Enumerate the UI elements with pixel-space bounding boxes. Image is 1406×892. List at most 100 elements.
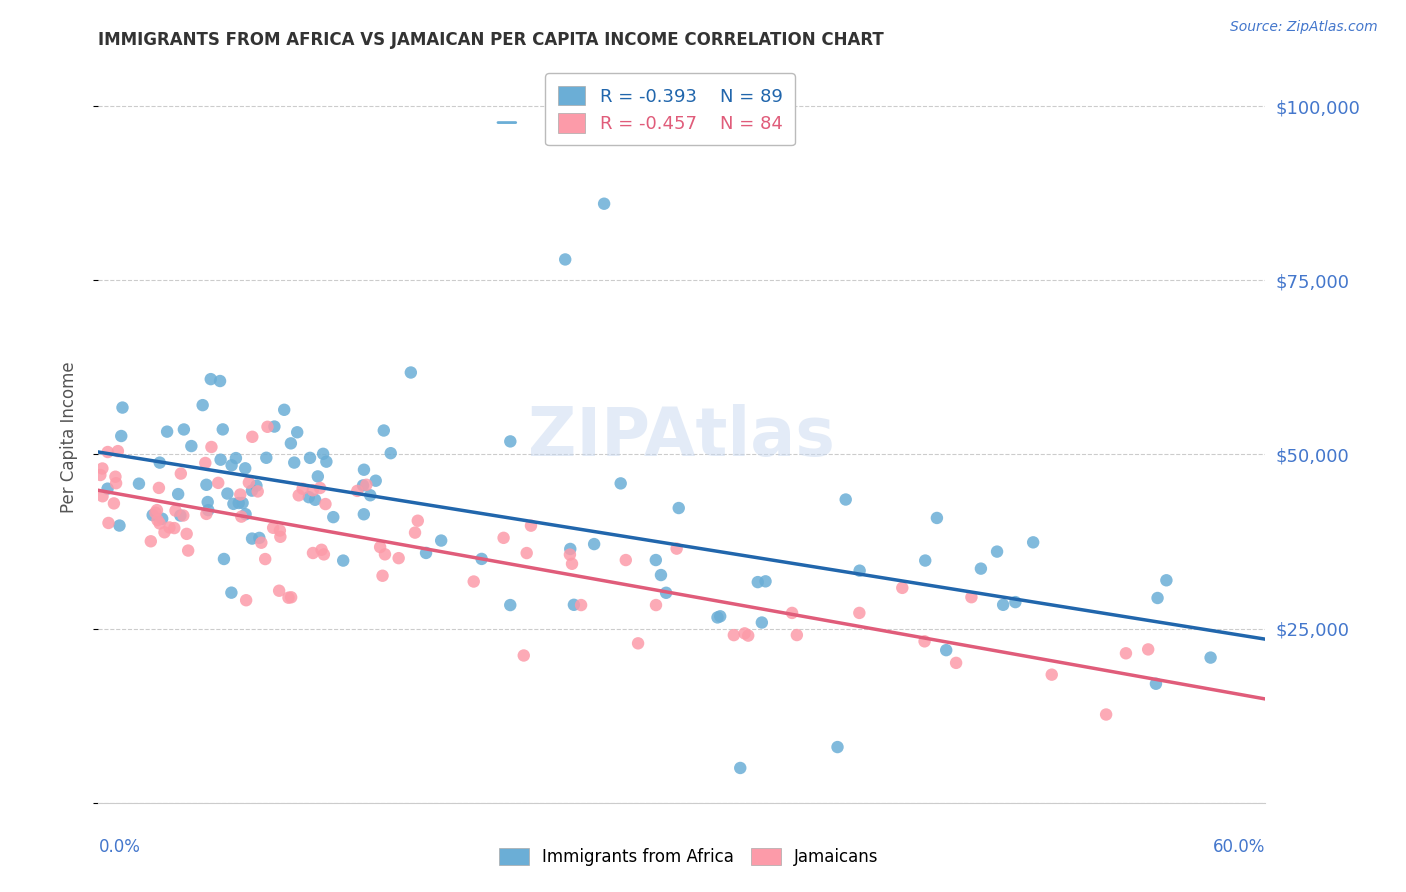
Point: [195, 507, 218, 521]
Point: [302, 546, 325, 560]
Point: [1022, 535, 1045, 549]
Point: [301, 483, 323, 498]
Point: [153, 525, 176, 540]
Point: [332, 553, 354, 567]
Point: [734, 626, 756, 640]
Point: [406, 514, 429, 528]
Point: [180, 439, 202, 453]
Point: [645, 598, 668, 612]
Point: [221, 458, 243, 473]
Point: [356, 477, 378, 491]
Point: [499, 598, 522, 612]
Point: [246, 484, 269, 499]
Point: [925, 511, 948, 525]
Point: [665, 541, 688, 556]
Point: [280, 436, 302, 450]
Point: [307, 469, 329, 483]
Point: [561, 557, 583, 571]
Point: [200, 372, 222, 386]
Point: [269, 583, 291, 598]
Point: [780, 606, 803, 620]
Point: [848, 564, 870, 578]
Text: 60.0%: 60.0%: [1213, 838, 1265, 855]
Point: [1146, 591, 1168, 605]
Point: [172, 508, 194, 523]
Point: [1144, 677, 1167, 691]
Point: [353, 508, 375, 522]
Point: [558, 548, 581, 562]
Point: [315, 455, 337, 469]
Point: [430, 533, 453, 548]
Point: [240, 532, 263, 546]
Point: [197, 503, 219, 517]
Point: [283, 456, 305, 470]
Point: [827, 740, 849, 755]
Point: [200, 440, 222, 454]
Point: [644, 553, 666, 567]
Point: [786, 628, 808, 642]
Text: 0.0%: 0.0%: [98, 838, 141, 855]
Point: [285, 425, 308, 440]
Point: [754, 574, 776, 589]
Point: [229, 487, 252, 501]
Point: [593, 196, 616, 211]
Point: [176, 527, 198, 541]
Point: [388, 551, 411, 566]
Point: [560, 541, 582, 556]
Point: [583, 537, 606, 551]
Point: [159, 520, 181, 534]
Point: [668, 501, 690, 516]
Point: [150, 512, 173, 526]
Point: [463, 574, 485, 589]
Point: [197, 495, 219, 509]
Point: [228, 496, 250, 510]
Point: [914, 634, 936, 648]
Point: [233, 461, 256, 475]
Point: [627, 636, 650, 650]
Point: [346, 483, 368, 498]
Point: [149, 456, 172, 470]
Point: [235, 593, 257, 607]
Y-axis label: Per Capita Income: Per Capita Income: [59, 361, 77, 513]
Point: [291, 482, 314, 496]
Point: [240, 430, 263, 444]
Point: [960, 591, 983, 605]
Point: [240, 483, 263, 498]
Point: [516, 546, 538, 560]
Point: [970, 561, 993, 575]
Point: [304, 492, 326, 507]
Point: [1137, 642, 1160, 657]
Point: [371, 568, 394, 582]
Point: [89, 467, 111, 482]
Point: [835, 492, 858, 507]
Point: [322, 510, 344, 524]
Point: [209, 374, 232, 388]
Point: [614, 553, 637, 567]
Point: [245, 478, 267, 492]
Point: [368, 540, 391, 554]
Point: [709, 609, 731, 624]
Point: [1095, 707, 1118, 722]
Point: [287, 488, 309, 502]
Point: [399, 366, 422, 380]
Point: [314, 497, 336, 511]
Point: [110, 429, 132, 443]
Point: [945, 656, 967, 670]
Point: [650, 568, 672, 582]
Point: [97, 445, 120, 459]
Point: [91, 461, 114, 475]
Point: [848, 606, 870, 620]
Point: [311, 542, 333, 557]
Point: [97, 482, 120, 496]
Point: [471, 552, 494, 566]
Point: [520, 518, 543, 533]
Point: [107, 444, 129, 458]
Point: [312, 447, 335, 461]
Point: [231, 509, 253, 524]
Point: [737, 629, 759, 643]
Point: [173, 422, 195, 436]
Point: [104, 469, 127, 483]
Point: [273, 402, 295, 417]
Point: [212, 552, 235, 566]
Point: [165, 503, 187, 517]
